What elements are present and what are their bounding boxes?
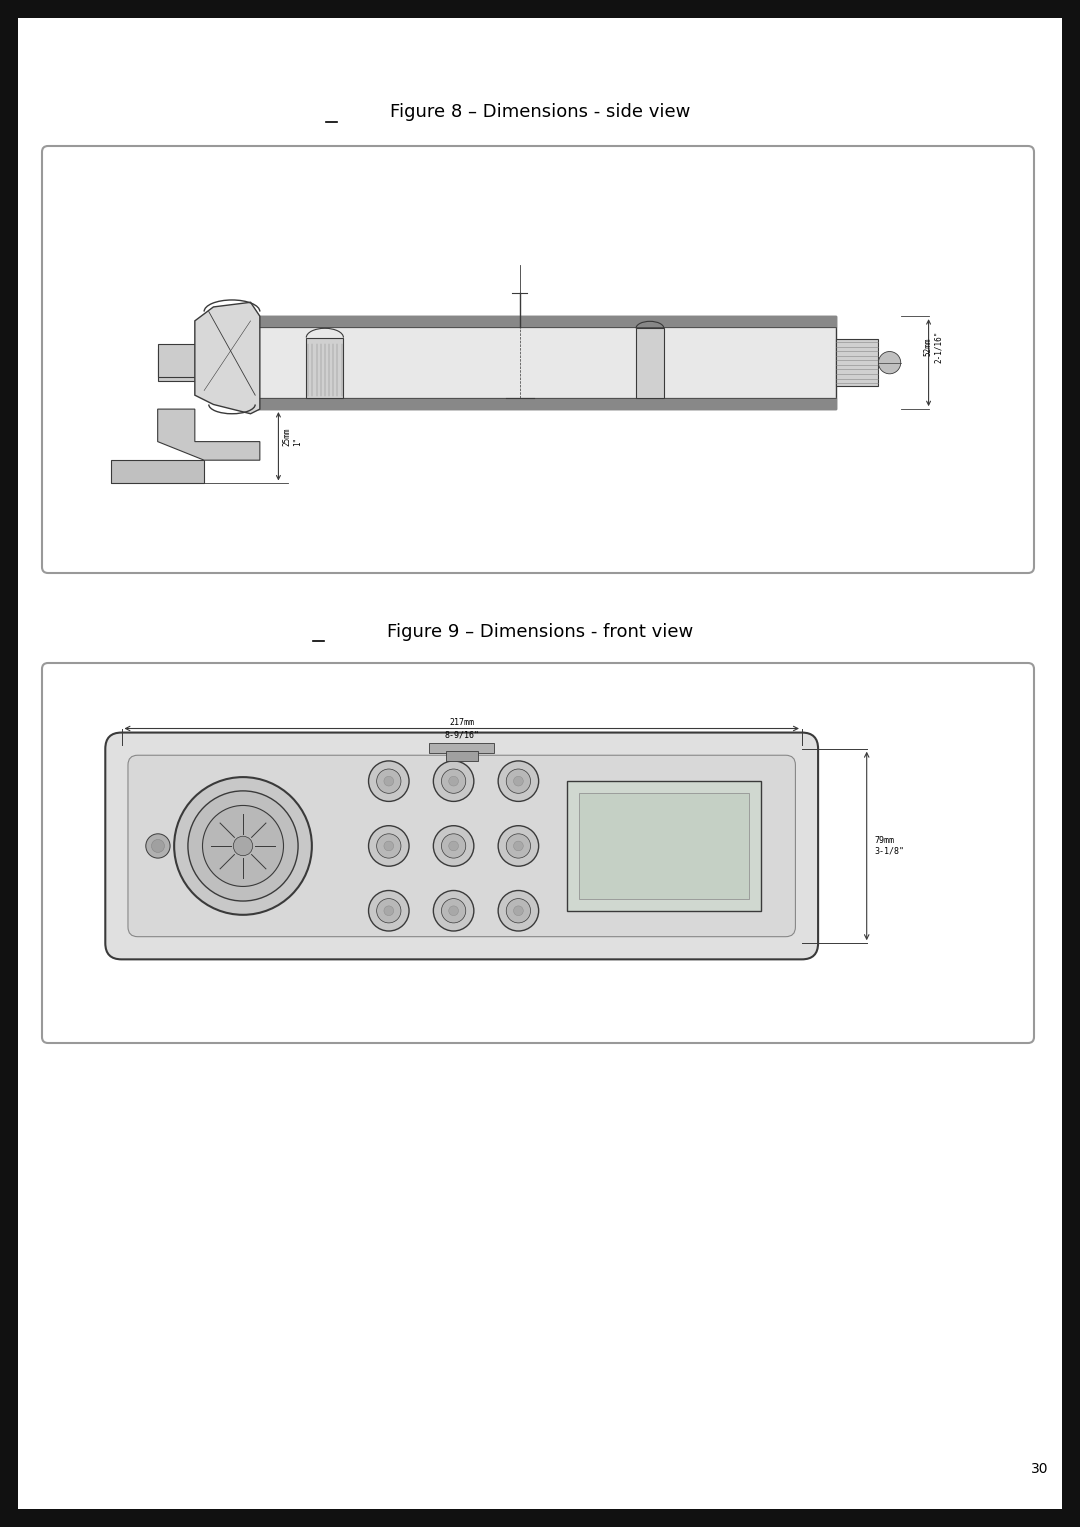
Circle shape: [233, 837, 253, 855]
Circle shape: [377, 898, 401, 922]
Bar: [307, 337, 343, 399]
Circle shape: [433, 826, 474, 866]
Circle shape: [449, 841, 458, 851]
Bar: [429, 744, 494, 753]
Circle shape: [498, 826, 539, 866]
Circle shape: [498, 760, 539, 802]
FancyBboxPatch shape: [42, 147, 1034, 573]
Circle shape: [449, 906, 458, 916]
Polygon shape: [111, 460, 204, 484]
Text: 30: 30: [1030, 1461, 1048, 1477]
Circle shape: [514, 906, 523, 916]
Circle shape: [449, 776, 458, 786]
Bar: [158, 344, 208, 377]
Bar: [836, 339, 877, 386]
Circle shape: [878, 351, 901, 374]
Text: Figure 8 – Dimensions - side view: Figure 8 – Dimensions - side view: [390, 102, 690, 121]
Circle shape: [442, 834, 465, 858]
Circle shape: [442, 898, 465, 922]
Circle shape: [433, 760, 474, 802]
Circle shape: [507, 770, 530, 794]
Circle shape: [188, 791, 298, 901]
Circle shape: [368, 760, 409, 802]
Circle shape: [384, 776, 393, 786]
Circle shape: [384, 841, 393, 851]
Circle shape: [377, 834, 401, 858]
Bar: [579, 794, 750, 898]
Circle shape: [384, 906, 393, 916]
Bar: [636, 328, 664, 399]
Circle shape: [203, 805, 283, 887]
Text: Figure 9 – Dimensions - front view: Figure 9 – Dimensions - front view: [387, 623, 693, 641]
Circle shape: [368, 890, 409, 931]
FancyBboxPatch shape: [129, 756, 795, 936]
Circle shape: [507, 834, 530, 858]
Circle shape: [146, 834, 171, 858]
Circle shape: [433, 890, 474, 931]
Polygon shape: [158, 409, 260, 460]
Text: 8-9/16": 8-9/16": [444, 730, 480, 739]
Polygon shape: [194, 302, 260, 414]
Circle shape: [514, 776, 523, 786]
Circle shape: [498, 890, 539, 931]
Text: 52mm
2-1/16": 52mm 2-1/16": [923, 330, 943, 362]
Text: 217mm: 217mm: [449, 718, 474, 727]
Bar: [251, 316, 836, 409]
FancyBboxPatch shape: [106, 733, 819, 959]
Circle shape: [442, 770, 465, 794]
Circle shape: [368, 826, 409, 866]
FancyBboxPatch shape: [42, 663, 1034, 1043]
Circle shape: [377, 770, 401, 794]
Circle shape: [151, 840, 164, 852]
Bar: [158, 348, 208, 382]
Circle shape: [174, 777, 312, 915]
FancyBboxPatch shape: [18, 18, 1062, 1509]
Circle shape: [514, 841, 523, 851]
Bar: [567, 782, 761, 910]
Circle shape: [507, 898, 530, 922]
Text: 79mm
3-1/8": 79mm 3-1/8": [875, 837, 905, 855]
Text: 25mm
1": 25mm 1": [283, 428, 302, 446]
Bar: [446, 751, 477, 760]
